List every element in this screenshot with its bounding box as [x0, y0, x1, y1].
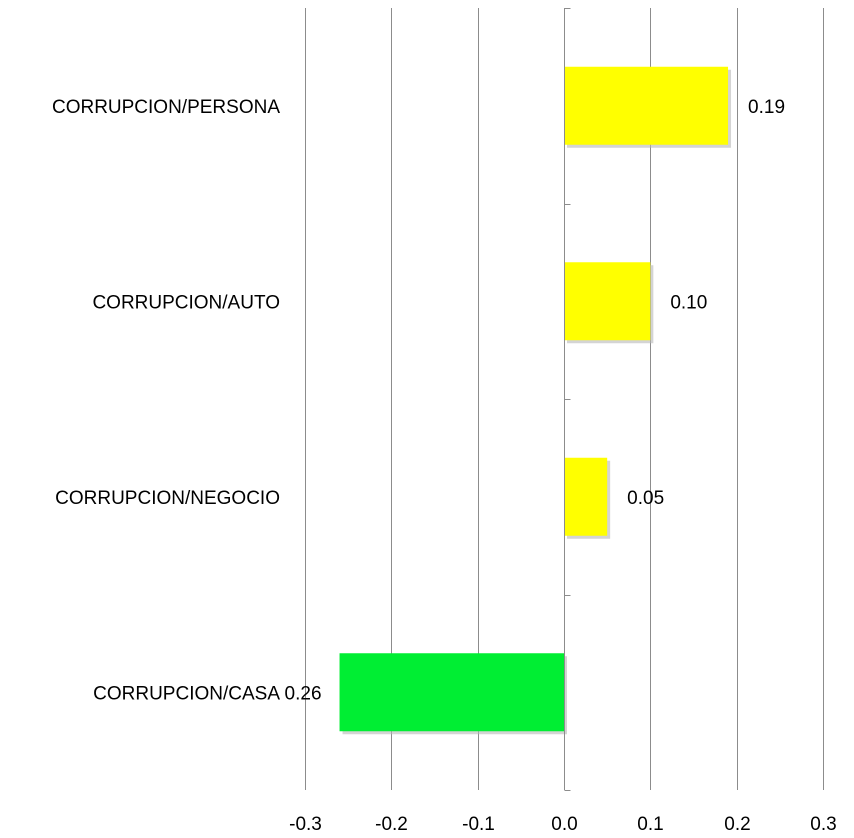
data-label: 0.26: [285, 683, 322, 704]
bar: [339, 653, 564, 732]
x-tick-label: 0.1: [637, 814, 663, 835]
category-label: CORRUPCION/NEGOCIO: [55, 488, 280, 509]
bars: [339, 66, 732, 735]
data-label: 0.05: [627, 488, 664, 509]
x-tick-label: 0.3: [810, 814, 836, 835]
category-label: CORRUPCION/AUTO: [92, 292, 280, 313]
category-label: CORRUPCION/CASA: [93, 683, 280, 704]
data-label: 0.10: [670, 292, 707, 313]
bar: [564, 457, 608, 536]
x-tick-label: 0.0: [551, 814, 577, 835]
bar: [564, 66, 729, 145]
x-tick-label: -0.3: [289, 814, 322, 835]
x-tick-label: -0.2: [375, 814, 408, 835]
category-label: CORRUPCION/PERSONA: [52, 97, 280, 118]
category-axis: [564, 8, 571, 791]
data-label: 0.19: [748, 97, 785, 118]
x-tick-label: -0.1: [462, 814, 495, 835]
labels: -0.3 -0.2 -0.1 0.0 0.1 0.2 0.3 CORRUPCION/PERSO…: [52, 97, 837, 835]
x-tick-label: 0.2: [724, 814, 750, 835]
bar: [564, 262, 651, 341]
